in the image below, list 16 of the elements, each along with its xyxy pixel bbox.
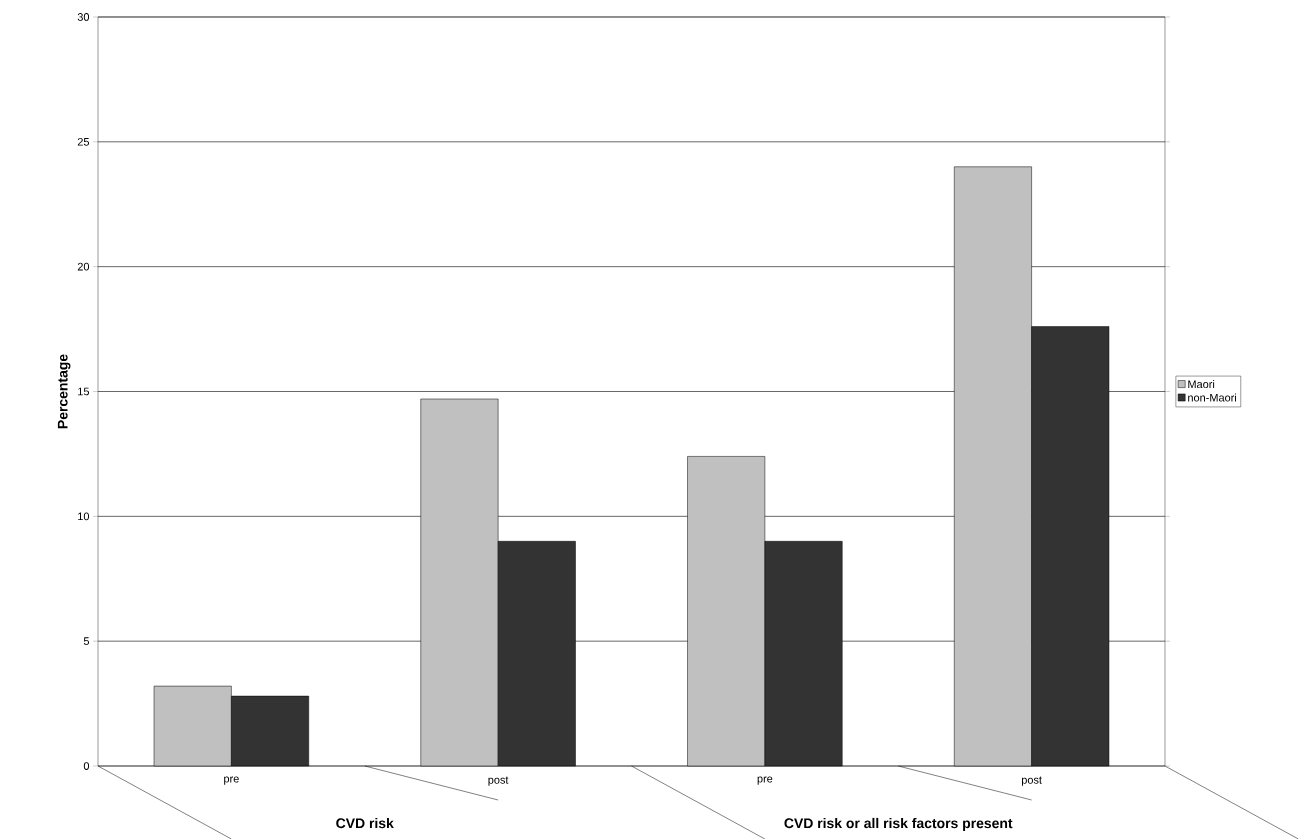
y-tick-label: 15 xyxy=(78,387,90,396)
x-tick-label: pre xyxy=(224,776,239,785)
legend-label: non-Maori xyxy=(1188,393,1237,402)
y-tick-label: 5 xyxy=(83,637,90,645)
x-tick-label: post xyxy=(1021,776,1042,786)
x-tick-label: pre xyxy=(757,776,773,785)
y-tick-label: 30 xyxy=(77,13,90,21)
text: CVD risk xyxy=(336,817,394,829)
x-tick-label: post xyxy=(488,776,509,786)
y-tick-label: 10 xyxy=(78,512,90,521)
legend-label: Maori xyxy=(1188,380,1215,389)
y-tick-label: 25 xyxy=(77,137,90,146)
y-tick-label: 0 xyxy=(83,762,90,770)
y-tick-label: 20 xyxy=(77,262,90,271)
text: CVD risk or all risk factors present xyxy=(784,817,1013,831)
y-axis-title: Percentage xyxy=(57,354,71,429)
